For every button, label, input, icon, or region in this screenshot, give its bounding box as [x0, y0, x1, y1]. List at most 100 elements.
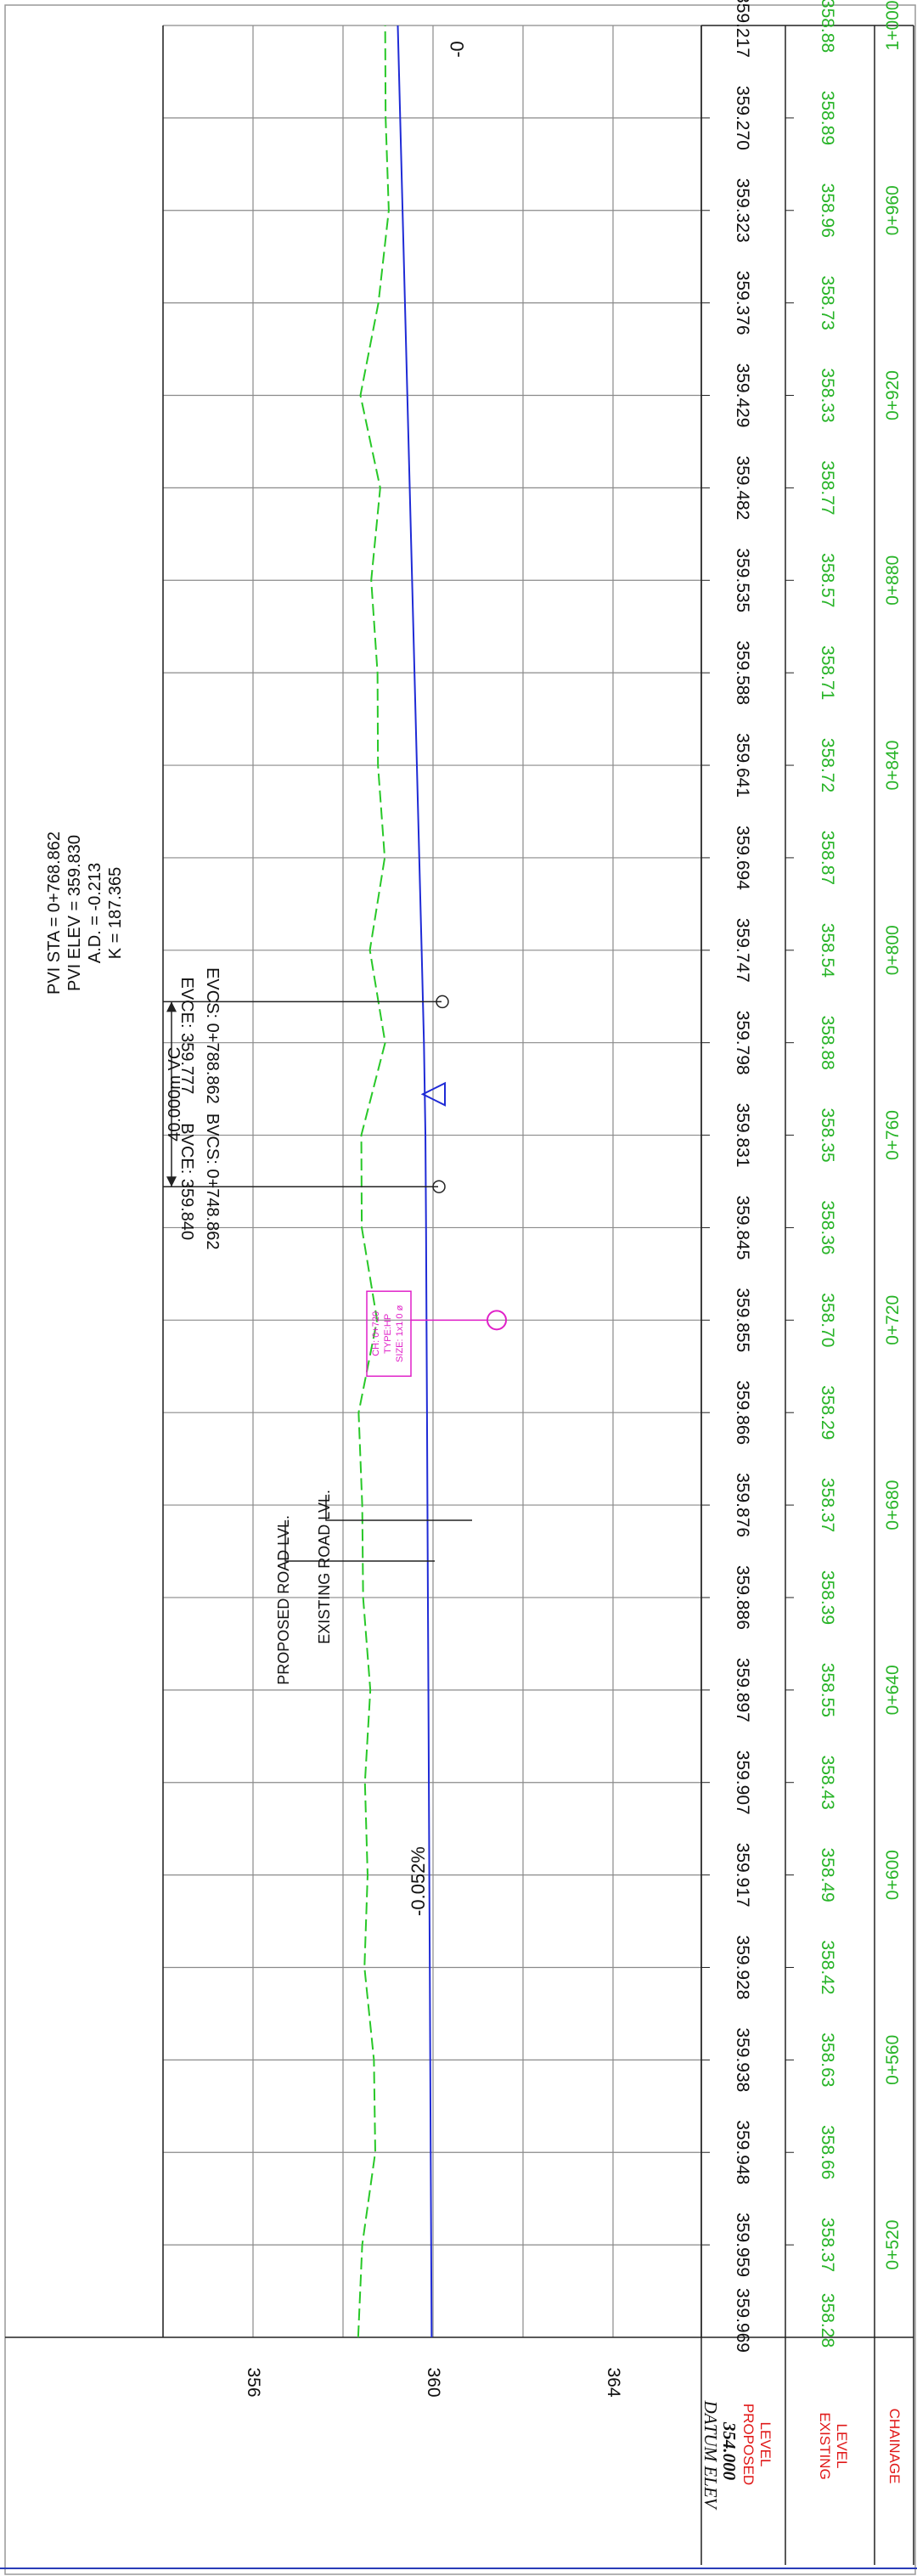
grade-label: -0.052%: [408, 1846, 429, 1916]
proposed-level-value: 359.907: [733, 1750, 752, 1815]
chainage-tick-label: 0+560: [883, 2035, 903, 2085]
proposed-level-value: 359.482: [733, 455, 752, 520]
culvert-text: TYPE:HP: [383, 1314, 393, 1354]
existing-level-value: 358.42: [818, 1940, 837, 1994]
datum-label: DATUM ELEV: [700, 2400, 721, 2511]
proposed-level-value: 359.747: [733, 918, 752, 983]
culvert-text: CH: 0+720: [371, 1311, 381, 1356]
culvert-label-box: [366, 1290, 412, 1378]
proposed-level-value: 359.917: [733, 1843, 752, 1908]
chainage-label: CHAINAGE: [886, 2409, 903, 2484]
existing-road-line: [357, 25, 390, 2338]
existing-level-value: 358.54: [818, 923, 837, 978]
existing-level-value: 358.63: [818, 2032, 837, 2087]
proposed-level-value: 359.798: [733, 1011, 752, 1075]
chainage-tick-label: 0+960: [883, 185, 903, 235]
proposed-level-value: 359.855: [733, 1288, 752, 1352]
existing-level-label: EXISTING: [817, 2412, 833, 2479]
grade-label-end: -0: [447, 41, 468, 58]
evcs-label: EVCS: 0+788.862: [203, 967, 222, 1104]
existing-level-value: 358.77: [818, 460, 837, 515]
proposed-level-value: 359.535: [733, 548, 752, 612]
proposed-level-value: 359.866: [733, 1380, 752, 1445]
chainage-tick-label: 0+680: [883, 1480, 903, 1530]
culvert-circle: [487, 1310, 507, 1331]
pvi-text: PVI ELEV = 359.830: [65, 835, 84, 991]
chainage-tick-label: 1+000: [883, 1, 903, 51]
existing-level-value: 358.57: [818, 553, 837, 607]
proposed-level-value: 359.897: [733, 1658, 752, 1722]
proposed-level-value: 359.959: [733, 2212, 752, 2277]
existing-level-value: 358.87: [818, 831, 837, 885]
proposed-level-value: 359.886: [733, 1565, 752, 1630]
existing-level-value: 358.35: [818, 1108, 837, 1162]
existing-level-value: 358.70: [818, 1293, 837, 1347]
chainage-tick-label: 0+760: [883, 1110, 903, 1160]
vc-length-label: 40.000m VC: [166, 1047, 184, 1141]
proposed-level-value: 359.845: [733, 1195, 752, 1260]
existing-level-value: 358.28: [818, 2293, 837, 2348]
proposed-level-value: 359.948: [733, 2120, 752, 2184]
vc-arrow-bottom: [166, 1176, 177, 1187]
existing-leader: [325, 1495, 472, 1521]
legend-existing: EXISTING ROAD LVL.: [316, 1490, 333, 1644]
culvert-text: SIZE: 1x1.0 ø: [395, 1305, 405, 1362]
existing-level-value: 358.88: [818, 1016, 837, 1070]
existing-level-value: 358.33: [818, 368, 837, 422]
legend-leaders: [284, 1495, 472, 1562]
existing-level-value: 358.37: [818, 2218, 837, 2272]
existing-level-value: 358.71: [818, 645, 837, 700]
outer-frame: [4, 4, 916, 2575]
proposed-level-value: 359.694: [733, 826, 752, 890]
grid-group: [162, 25, 701, 2337]
chainage-tick-label: 0+720: [883, 1295, 903, 1345]
chainage-tick-label: 0+880: [883, 555, 903, 606]
pvi-text: A.D. = -0.213: [86, 863, 104, 963]
existing-level-value: 358.36: [818, 1200, 837, 1254]
proposed-level-label: PROPOSED: [740, 2404, 757, 2485]
bvce-label: BVCE: 359.840: [177, 1123, 196, 1240]
existing-level-value: 358.72: [818, 738, 837, 792]
existing-level-value: 358.88: [818, 0, 837, 53]
proposed-level-value: 359.588: [733, 640, 752, 705]
existing-level-value: 358.29: [818, 1385, 837, 1440]
culvert-annotation: CH: 0+720 TYPE:HP SIZE: 1x1.0 ø: [366, 1290, 507, 1378]
existing-level-value: 358.96: [818, 183, 837, 238]
chainage-tick-label: 0+800: [883, 925, 903, 975]
existing-level-value: 358.37: [818, 1478, 837, 1532]
evc-marker: [436, 995, 449, 1009]
proposed-level-value: 359.429: [733, 364, 752, 428]
pvi-text: PVI STA = 0+768.862: [45, 831, 64, 995]
existing-level-value: 358.55: [818, 1663, 837, 1717]
elevation-tick-label: 364: [604, 2367, 623, 2397]
bvcs-label: BVCS: 0+748.862: [203, 1113, 222, 1250]
proposed-level-value: 359.938: [733, 2027, 752, 2092]
chainage-tick-label: 0+840: [883, 741, 903, 791]
proposed-level-label-2: LEVEL: [757, 2422, 774, 2467]
existing-level-value: 358.89: [818, 91, 837, 145]
proposed-level-value: 359.217: [733, 0, 752, 58]
existing-level-value: 358.73: [818, 276, 837, 330]
datum-value: 354.000: [719, 2421, 740, 2481]
proposed-level-value: 359.270: [733, 86, 752, 150]
existing-level-value: 358.66: [818, 2125, 837, 2179]
proposed-level-value: 359.969: [733, 2288, 752, 2353]
evce-label: EVCE: 359.777: [177, 977, 196, 1094]
vc-arrow-top: [166, 1001, 177, 1012]
proposed-level-value: 359.928: [733, 1936, 752, 2000]
proposed-level-value: 359.831: [733, 1103, 752, 1168]
proposed-road-line: [397, 25, 433, 2338]
bvc-marker: [432, 1180, 446, 1193]
chainage-tick-label: 0+920: [883, 370, 903, 420]
proposed-leader: [284, 1520, 435, 1562]
chainage-tick-label: 0+600: [883, 1850, 903, 1900]
elevation-tick-label: 356: [244, 2367, 263, 2397]
chainage-tick-label: 0+520: [883, 2220, 903, 2270]
proposed-level-value: 359.323: [733, 178, 752, 243]
existing-level-value: 358.43: [818, 1756, 837, 1810]
existing-level-value: 358.49: [818, 1847, 837, 1902]
chainage-tick-label: 0+640: [883, 1665, 903, 1715]
proposed-level-value: 359.876: [733, 1473, 752, 1537]
